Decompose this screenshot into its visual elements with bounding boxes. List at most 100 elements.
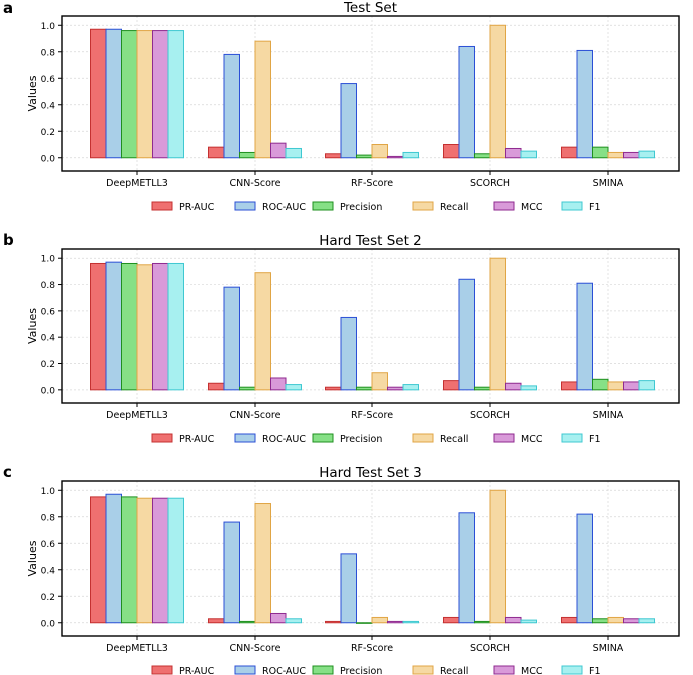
x-tick-label: DeepMETLL3 <box>106 643 168 654</box>
chart-panel-a: a Test Set 0.0 0.2 0.4 0.6 0.8 1.0 Values DeepMET… <box>3 0 680 213</box>
bar-pr-auc-deepmetll3 <box>90 28 107 159</box>
bar-precision-deepmetll3 <box>121 30 138 159</box>
plot-frame <box>61 248 680 404</box>
panel-label: c <box>3 463 12 481</box>
bar-mcc-smina <box>623 618 640 624</box>
bar-roc-auc-cnn-score <box>223 521 240 624</box>
x-tick-label: DeepMETLL3 <box>106 178 168 189</box>
bar-pr-auc-rf-score <box>325 153 342 159</box>
bar-f1-smina <box>638 150 655 159</box>
bar-pr-auc-smina <box>561 381 578 391</box>
y-tick-label: 0.0 <box>41 154 56 164</box>
bar-roc-auc-smina <box>576 513 593 624</box>
bar-f1-cnn-score <box>285 618 302 624</box>
bar-recall-smina <box>607 616 624 624</box>
bar-f1-cnn-score <box>285 384 302 391</box>
bar-mcc-deepmetll3 <box>152 497 169 624</box>
bar-precision-scorch <box>474 153 491 159</box>
legend-swatch <box>561 201 583 211</box>
legend-label: Precision <box>340 434 382 445</box>
bar-recall-cnn-score <box>254 503 271 624</box>
legend-label: MCC <box>521 434 543 445</box>
panel-label: a <box>3 0 13 17</box>
y-tick-label: 0.6 <box>41 307 56 317</box>
legend-swatch <box>151 665 173 675</box>
bar-f1-cnn-score <box>285 147 302 159</box>
y-axis-label: Values <box>26 308 39 344</box>
y-tick-label: 0.4 <box>41 566 56 576</box>
legend-swatch <box>312 665 334 675</box>
legend-swatch <box>561 665 583 675</box>
y-axis-label: Values <box>26 540 39 576</box>
bar-roc-auc-rf-score <box>340 553 357 624</box>
bar-mcc-smina <box>623 151 640 159</box>
bar-precision-rf-score <box>356 386 373 391</box>
bar-f1-deepmetll3 <box>167 497 184 624</box>
x-tick-label: SCORCH <box>470 178 510 189</box>
legend-swatch <box>412 201 434 211</box>
legend-label: F1 <box>589 666 601 675</box>
legend: PR-AUC ROC-AUC Precision Recall MCC F1 <box>151 201 601 213</box>
bar-f1-scorch <box>520 150 537 159</box>
y-tick-label: 0.6 <box>41 75 56 85</box>
legend-swatch <box>412 665 434 675</box>
bar-recall-cnn-score <box>254 40 271 159</box>
bar-pr-auc-cnn-score <box>208 618 225 624</box>
bar-precision-cnn-score <box>239 386 256 391</box>
bar-precision-scorch <box>474 620 491 624</box>
bar-pr-auc-deepmetll3 <box>90 262 107 391</box>
bar-precision-rf-score <box>356 154 373 159</box>
bar-recall-rf-score <box>371 372 388 391</box>
legend-label: PR-AUC <box>179 202 215 213</box>
y-tick-label: 0.8 <box>41 281 56 291</box>
bar-pr-auc-cnn-score <box>208 146 225 159</box>
y-tick-label: 1.0 <box>41 22 56 32</box>
bar-precision-rf-score <box>356 622 373 624</box>
x-tick-label: RF-Score <box>351 178 393 189</box>
bar-roc-auc-smina <box>576 49 593 159</box>
legend-label: ROC-AUC <box>262 434 306 445</box>
x-tick-label: CNN-Score <box>230 410 281 421</box>
bar-roc-auc-rf-score <box>340 316 357 391</box>
x-tick-label: SMINA <box>593 643 624 654</box>
bar-roc-auc-smina <box>576 282 593 391</box>
bar-f1-rf-score <box>402 620 419 624</box>
bar-mcc-scorch <box>505 147 522 159</box>
plot-frame <box>61 480 680 637</box>
bar-precision-smina <box>592 146 609 159</box>
legend-swatch <box>493 433 515 443</box>
legend-swatch <box>312 433 334 443</box>
bar-mcc-cnn-score <box>270 377 287 391</box>
y-tick-label: 0.6 <box>41 540 56 550</box>
legend-label: Recall <box>440 202 468 213</box>
bar-pr-auc-deepmetll3 <box>90 496 107 624</box>
bar-mcc-scorch <box>505 382 522 391</box>
bar-roc-auc-deepmetll3 <box>105 261 122 391</box>
bar-precision-cnn-score <box>239 151 256 159</box>
y-tick-label: 0.0 <box>41 619 56 629</box>
y-tick-label: 1.0 <box>41 255 56 265</box>
bar-f1-scorch <box>520 385 537 391</box>
bar-pr-auc-scorch <box>443 380 460 391</box>
legend-swatch <box>412 433 434 443</box>
bar-roc-auc-scorch <box>458 45 475 159</box>
x-tick-label: CNN-Score <box>230 643 281 654</box>
legend: PR-AUC ROC-AUC Precision Recall MCC F1 <box>151 433 601 445</box>
legend-label: Precision <box>340 202 382 213</box>
bar-mcc-rf-score <box>387 386 404 391</box>
bar-recall-smina <box>607 381 624 391</box>
bar-precision-deepmetll3 <box>121 262 138 391</box>
bar-f1-scorch <box>520 619 537 624</box>
y-tick-label: 0.8 <box>41 48 56 58</box>
legend-swatch <box>561 433 583 443</box>
plot-frame <box>61 15 680 172</box>
legend-swatch <box>493 665 515 675</box>
bar-pr-auc-rf-score <box>325 386 342 391</box>
legend-swatch <box>151 433 173 443</box>
bar-mcc-scorch <box>505 616 522 624</box>
x-tick-label: CNN-Score <box>230 178 281 189</box>
chart-title: Hard Test Set 2 <box>319 233 422 249</box>
bar-roc-auc-scorch <box>458 512 475 624</box>
y-tick-label: 0.2 <box>41 360 55 370</box>
bar-pr-auc-smina <box>561 616 578 624</box>
